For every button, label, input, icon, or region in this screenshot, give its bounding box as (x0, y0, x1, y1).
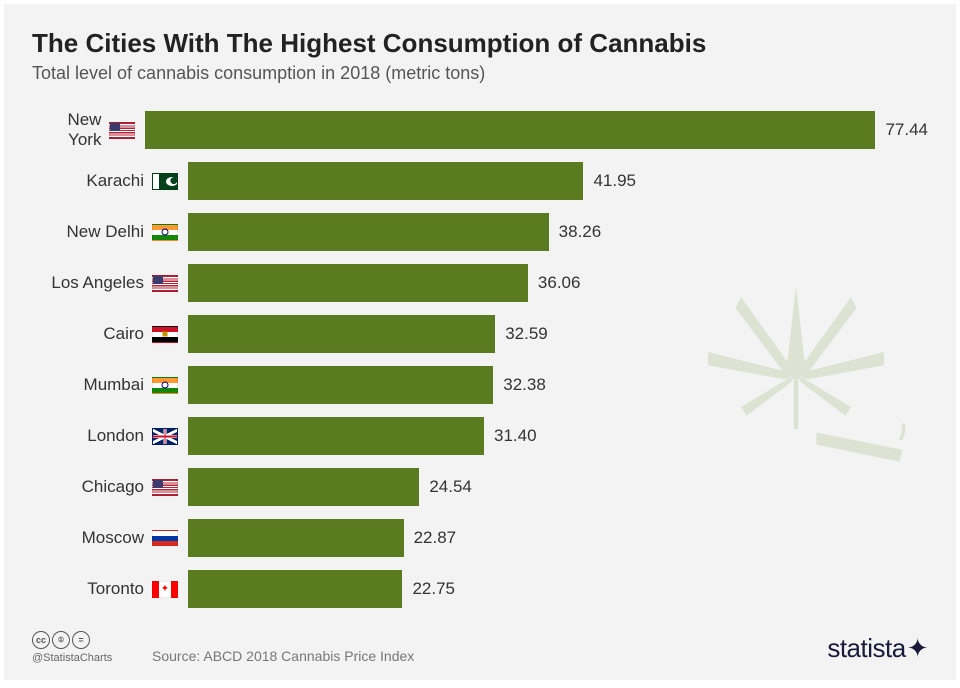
flag-icon-us (152, 275, 178, 292)
city-label: Toronto (32, 579, 152, 599)
chart-footer: cc ① = @StatistaCharts Source: ABCD 2018… (32, 631, 928, 664)
value-label: 32.59 (505, 324, 548, 344)
flag-icon-in (152, 377, 178, 394)
flag-icon-gb (152, 428, 178, 445)
bar-track: 77.44 (145, 111, 928, 149)
bar (188, 264, 528, 302)
statista-logo: statista✦ (827, 633, 928, 664)
flag-icon-us (109, 122, 135, 139)
bar-row: Moscow 22.87 (32, 516, 928, 560)
city-label: Mumbai (32, 375, 152, 395)
flag-icon-ru (152, 530, 178, 547)
chart-container: The Cities With The Highest Consumption … (4, 4, 956, 680)
twitter-handle: @StatistaCharts (32, 652, 112, 664)
bar (188, 417, 484, 455)
value-label: 22.87 (414, 528, 457, 548)
city-label: Chicago (32, 477, 152, 497)
cc-nd-icon: = (72, 631, 90, 649)
bar (188, 366, 493, 404)
source-text: Source: ABCD 2018 Cannabis Price Index (152, 648, 414, 664)
bar-row: New Delhi 38.26 (32, 210, 928, 254)
flag-icon-eg (152, 326, 178, 343)
value-label: 77.44 (885, 120, 928, 140)
bar (188, 162, 583, 200)
bar (188, 468, 419, 506)
bar-track: 38.26 (188, 213, 928, 251)
value-label: 24.54 (429, 477, 472, 497)
city-label: London (32, 426, 152, 446)
value-label: 32.38 (503, 375, 546, 395)
city-label: Moscow (32, 528, 152, 548)
bar (145, 111, 875, 149)
cannabis-leaf-icon (686, 264, 906, 484)
value-label: 22.75 (412, 579, 455, 599)
chart-title: The Cities With The Highest Consumption … (32, 28, 928, 59)
cc-by-icon: ① (52, 631, 70, 649)
bar-row: Karachi 41.95 (32, 159, 928, 203)
bar (188, 213, 549, 251)
attribution: cc ① = @StatistaCharts (32, 631, 112, 664)
city-label: Cairo (32, 324, 152, 344)
bar-track: 41.95 (188, 162, 928, 200)
bar-track: 22.75 (188, 570, 928, 608)
value-label: 38.26 (559, 222, 602, 242)
city-label: New Delhi (32, 222, 152, 242)
flag-icon-pk (152, 173, 178, 190)
city-label: Los Angeles (32, 273, 152, 293)
flag-icon-in (152, 224, 178, 241)
bar (188, 315, 495, 353)
flag-icon-us (152, 479, 178, 496)
city-label: Karachi (32, 171, 152, 191)
cc-icon: cc (32, 631, 50, 649)
bar-row: Toronto 22.75 (32, 567, 928, 611)
flag-icon-ca (152, 581, 178, 598)
chart-subtitle: Total level of cannabis consumption in 2… (32, 63, 928, 84)
cc-license-icons: cc ① = (32, 631, 112, 649)
bar-track: 22.87 (188, 519, 928, 557)
city-label: New York (32, 110, 109, 150)
bar (188, 570, 402, 608)
value-label: 41.95 (593, 171, 636, 191)
value-label: 36.06 (538, 273, 581, 293)
bar (188, 519, 404, 557)
bar-row: New York 77.44 (32, 108, 928, 152)
value-label: 31.40 (494, 426, 537, 446)
